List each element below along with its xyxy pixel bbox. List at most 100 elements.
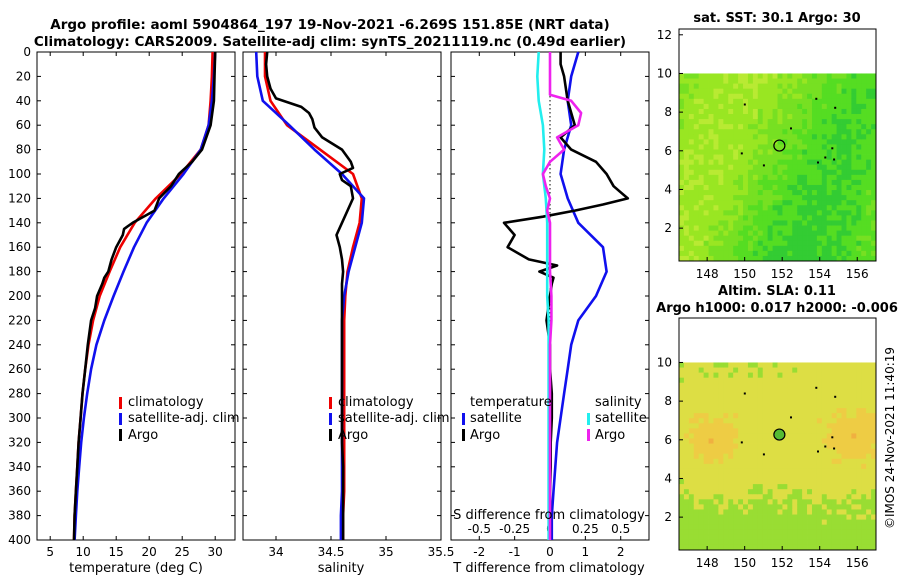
map-cell xyxy=(851,139,857,145)
map-cell xyxy=(811,184,818,191)
map-cell xyxy=(866,200,872,206)
map-cell xyxy=(861,139,867,145)
map-cell xyxy=(718,119,724,125)
map-cell xyxy=(688,509,695,515)
map-cell xyxy=(693,484,700,490)
map-cell xyxy=(841,98,847,105)
map-cell xyxy=(821,93,828,100)
map-cell xyxy=(747,382,754,389)
map-cell xyxy=(782,413,788,419)
map-cell xyxy=(688,397,695,404)
map-cell xyxy=(772,387,778,394)
map-cell xyxy=(797,134,803,140)
map-cell xyxy=(747,499,754,505)
map-cell xyxy=(792,83,798,90)
map-cell xyxy=(772,504,778,510)
map-cell xyxy=(679,519,685,526)
map-cell xyxy=(772,544,778,551)
map-cell xyxy=(688,392,695,399)
map-cell xyxy=(797,539,803,546)
map-cell xyxy=(713,255,719,262)
map-cell xyxy=(816,484,823,490)
map-cell xyxy=(816,83,823,90)
map-cell xyxy=(728,479,734,485)
map-cell xyxy=(841,184,847,191)
map-cell xyxy=(708,210,714,216)
map-cell xyxy=(831,144,837,150)
map-cell xyxy=(683,453,690,460)
map-cell xyxy=(802,164,808,171)
map-cell xyxy=(743,83,749,90)
map-cell xyxy=(693,88,700,95)
map-cell xyxy=(752,489,759,495)
map-cell xyxy=(683,154,690,161)
map-cell xyxy=(718,438,724,444)
map-cell xyxy=(752,103,759,110)
map-cell xyxy=(792,484,798,490)
map-cell xyxy=(802,534,808,541)
map-cell xyxy=(693,489,700,495)
map-cell xyxy=(777,220,783,226)
map-cell xyxy=(728,519,734,526)
map-cell xyxy=(738,494,744,500)
map-cell xyxy=(683,489,690,495)
map-cell xyxy=(777,529,783,536)
map-cell xyxy=(782,235,788,242)
map-cell xyxy=(866,124,872,130)
map-cell xyxy=(752,509,759,515)
map-cell xyxy=(683,382,690,389)
map-cell xyxy=(782,159,788,166)
map-cell xyxy=(723,504,729,510)
map-cell xyxy=(757,413,764,419)
map-cell xyxy=(821,413,828,419)
map-cell xyxy=(679,250,685,257)
map-cell xyxy=(792,453,798,460)
map-cell xyxy=(861,195,867,201)
map-cell xyxy=(831,392,837,399)
map-cell xyxy=(811,408,818,414)
map-cell xyxy=(757,93,764,100)
map-cell xyxy=(777,154,783,161)
map-cell xyxy=(787,392,793,399)
map-cell xyxy=(698,413,705,419)
map-cell xyxy=(792,438,798,444)
map-cell xyxy=(688,129,695,135)
map-cell xyxy=(767,443,773,450)
map-cell xyxy=(688,387,695,394)
map-cell xyxy=(777,458,783,465)
map-cell xyxy=(762,534,769,541)
legend-label-satellite: satellite-adj. clim xyxy=(338,411,450,426)
map-cell xyxy=(718,215,724,221)
map-cell xyxy=(683,423,690,429)
map-cell xyxy=(841,134,847,140)
map-cell xyxy=(856,544,862,551)
map-cell xyxy=(723,423,729,429)
map-cell xyxy=(693,463,700,470)
map-cell xyxy=(767,255,773,262)
map-cell xyxy=(797,438,803,444)
map-cell xyxy=(787,438,793,444)
map-cell xyxy=(807,377,813,384)
map-cell xyxy=(821,205,828,211)
map-cell xyxy=(866,169,872,176)
map-cell xyxy=(836,88,842,95)
map-cell xyxy=(856,468,862,475)
map-cell xyxy=(713,245,719,252)
map-cell xyxy=(693,524,700,531)
map-cell xyxy=(831,250,837,257)
map-cell xyxy=(757,392,764,399)
map-cell xyxy=(831,139,837,145)
map-cell xyxy=(693,362,700,368)
map-cell xyxy=(787,509,793,515)
map-cell xyxy=(816,169,823,176)
map-cell xyxy=(811,144,818,150)
map-cell xyxy=(762,174,769,181)
map-cell xyxy=(762,433,769,439)
map-cell xyxy=(782,458,788,465)
map-cell xyxy=(718,499,724,505)
map-cell xyxy=(856,205,862,211)
map-cell xyxy=(861,169,867,176)
map-cell xyxy=(723,377,729,384)
map-cell xyxy=(693,98,700,105)
map-cell xyxy=(713,134,719,140)
